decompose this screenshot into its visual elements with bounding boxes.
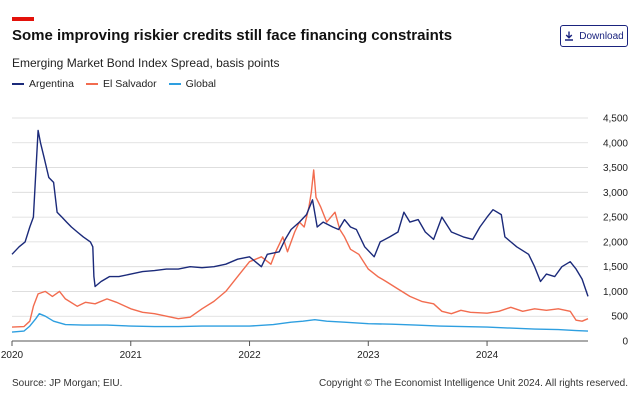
legend-item-global: Global bbox=[168, 78, 217, 90]
series-line-global bbox=[11, 313, 589, 333]
legend-item-argentina: Argentina bbox=[12, 78, 74, 90]
y-tick-label-4500: 4,500 bbox=[603, 114, 628, 125]
x-tick-label-2021: 2021 bbox=[120, 350, 143, 361]
series-line-el-salvador bbox=[11, 169, 589, 328]
x-tick-label-2022: 2022 bbox=[238, 350, 261, 361]
y-tick-label-2000: 2,000 bbox=[603, 237, 628, 248]
y-tick-label-3000: 3,000 bbox=[603, 188, 628, 199]
y-tick-label-2500: 2,500 bbox=[603, 213, 628, 224]
download-button[interactable]: Download bbox=[560, 25, 628, 47]
legend-item-el-salvador: El Salvador bbox=[85, 78, 157, 90]
legend-swatch-argentina bbox=[12, 83, 24, 85]
source-note: Source: JP Morgan; EIU. bbox=[12, 378, 123, 389]
series-line-argentina bbox=[11, 129, 589, 297]
y-tick-label-0: 0 bbox=[622, 337, 628, 348]
download-icon bbox=[565, 31, 574, 41]
copyright-note: Copyright © The Economist Intelligence U… bbox=[318, 378, 628, 389]
y-tick-label-3500: 3,500 bbox=[603, 163, 628, 174]
y-tick-label-1500: 1,500 bbox=[603, 262, 628, 273]
legend: Argentina El Salvador Global bbox=[12, 78, 216, 90]
chart-subtitle: Emerging Market Bond Index Spread, basis… bbox=[12, 56, 280, 70]
x-tick-label-2023: 2023 bbox=[357, 350, 380, 361]
line-chart: 0 500 1,000 1,500 2,000 2,500 3,000 3,500 4,000 4… bbox=[1, 114, 629, 362]
legend-label-el-salvador: El Salvador bbox=[102, 78, 157, 90]
y-tick-label-500: 500 bbox=[611, 312, 628, 323]
legend-label-global: Global bbox=[185, 78, 217, 90]
y-tick-label-4000: 4,000 bbox=[603, 138, 628, 149]
download-label: Download bbox=[579, 30, 624, 42]
x-tick-label-2020: 2020 bbox=[1, 350, 24, 361]
x-tick-label-2024: 2024 bbox=[476, 350, 499, 361]
accent-bar bbox=[12, 17, 34, 21]
legend-swatch-global bbox=[168, 83, 181, 85]
legend-label-argentina: Argentina bbox=[29, 78, 74, 90]
y-tick-label-1000: 1,000 bbox=[603, 287, 628, 298]
legend-swatch-el-salvador bbox=[85, 83, 98, 85]
chart-title: Some improving riskier credits still fac… bbox=[12, 27, 453, 44]
